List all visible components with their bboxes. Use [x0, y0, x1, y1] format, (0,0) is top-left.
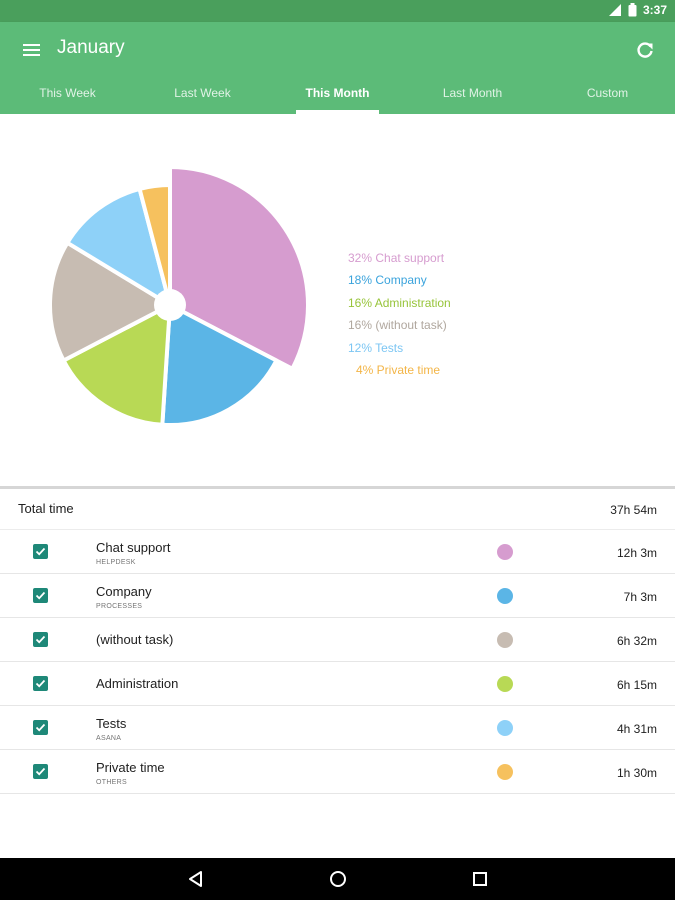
task-time: 1h 30m [616, 766, 657, 780]
task-name: Private time [96, 760, 165, 775]
pie-slice-chat-support [168, 165, 310, 371]
pie-slice-administration [61, 303, 172, 427]
menu-icon [23, 44, 40, 46]
legend-item-private-time: 4% Private time [356, 363, 441, 378]
checkbox-tests[interactable] [33, 720, 48, 735]
pie-center-hole [154, 289, 186, 321]
pie-slice-without-task [48, 240, 172, 363]
list-item-without-task[interactable]: (without task) 6h 32m [0, 618, 675, 662]
back-icon [189, 871, 202, 887]
chart-area: 32% Chat support 18% Company 16% Adminis… [0, 114, 675, 486]
task-project: OTHERS [96, 779, 127, 786]
list-item-private-time[interactable]: Private time OTHERS 1h 30m [0, 750, 675, 794]
task-time: 6h 15m [616, 678, 657, 692]
task-time: 12h 3m [616, 546, 657, 560]
menu-button[interactable] [18, 36, 46, 64]
color-dot [497, 720, 513, 736]
tab-this-month[interactable]: This Month [270, 78, 405, 114]
checkbox-without-task[interactable] [33, 632, 48, 647]
tab-custom[interactable]: Custom [586, 86, 629, 100]
color-dot [497, 544, 513, 560]
tab-last-week[interactable]: Last Week [174, 86, 231, 100]
task-name: Company [96, 584, 152, 599]
list-item-administration[interactable]: Administration 6h 15m [0, 662, 675, 706]
task-name: Administration [96, 676, 179, 691]
total-time-row: Total time 37h 54m [0, 489, 675, 530]
app-bar: January This Week Last Week This Month L… [0, 22, 675, 114]
legend-item-chat-support: 32% Chat support [348, 251, 445, 265]
check-icon [35, 767, 46, 776]
legend-item-without-task: 16% (without task) [348, 318, 447, 333]
status-icons: 3:37 [608, 3, 667, 17]
status-bar: 3:37 [0, 0, 675, 22]
chart-legend: 32% Chat support 18% Company 16% Adminis… [348, 247, 451, 381]
checkbox-administration[interactable] [33, 676, 48, 691]
task-project: HELPDESK [96, 559, 136, 566]
status-time: 3:37 [642, 3, 667, 17]
pie-slice-company [160, 303, 279, 427]
task-project: PROCESSES [96, 603, 143, 610]
color-dot [497, 632, 513, 648]
signal-icon [608, 4, 621, 16]
task-name: (without task) [96, 632, 174, 647]
task-name: Chat support [96, 540, 171, 555]
total-time-label: Total time [18, 501, 74, 516]
color-dot [497, 764, 513, 780]
check-icon [35, 591, 46, 600]
refresh-icon [637, 42, 653, 58]
refresh-button[interactable] [631, 36, 659, 64]
color-dot [497, 588, 513, 604]
pie-slice-tests [65, 186, 172, 307]
checkbox-company[interactable] [33, 588, 48, 603]
task-time: 7h 3m [623, 590, 657, 604]
home-button[interactable] [328, 869, 348, 889]
check-icon [35, 723, 46, 732]
period-tabs: This Week Last Week This Month Last Mont… [0, 78, 675, 114]
back-button[interactable] [186, 869, 206, 889]
navigation-bar [0, 858, 675, 900]
task-project: ASANA [96, 735, 122, 742]
recents-icon [473, 872, 487, 886]
home-icon [330, 871, 346, 887]
check-icon [35, 547, 46, 556]
checkbox-private-time[interactable] [33, 764, 48, 779]
task-list: Chat support HELPDESK 12h 3m Company PRO… [0, 530, 675, 794]
task-time: 6h 32m [616, 634, 657, 648]
task-name: Tests [96, 716, 127, 731]
color-dot [497, 676, 513, 692]
checkbox-chat-support[interactable] [33, 544, 48, 559]
pie-chart [48, 165, 310, 427]
page-title: January [57, 37, 125, 58]
recents-button[interactable] [470, 869, 490, 889]
check-icon [35, 635, 46, 644]
list-item-tests[interactable]: Tests ASANA 4h 31m [0, 706, 675, 750]
tab-this-week[interactable]: This Week [39, 86, 96, 100]
tab-last-month[interactable]: Last Month [442, 86, 503, 100]
legend-item-administration: 16% Administration [348, 295, 451, 310]
legend-item-company: 18% Company [348, 273, 427, 288]
check-icon [35, 679, 46, 688]
list-item-chat-support[interactable]: Chat support HELPDESK 12h 3m [0, 530, 675, 574]
section-divider [0, 486, 675, 489]
legend-item-tests: 12% Tests [348, 340, 404, 355]
battery-icon [628, 3, 637, 17]
list-item-company[interactable]: Company PROCESSES 7h 3m [0, 574, 675, 618]
pie-slice-private-time [137, 183, 172, 307]
task-time: 4h 31m [616, 722, 657, 736]
total-time-value: 37h 54m [610, 503, 657, 517]
